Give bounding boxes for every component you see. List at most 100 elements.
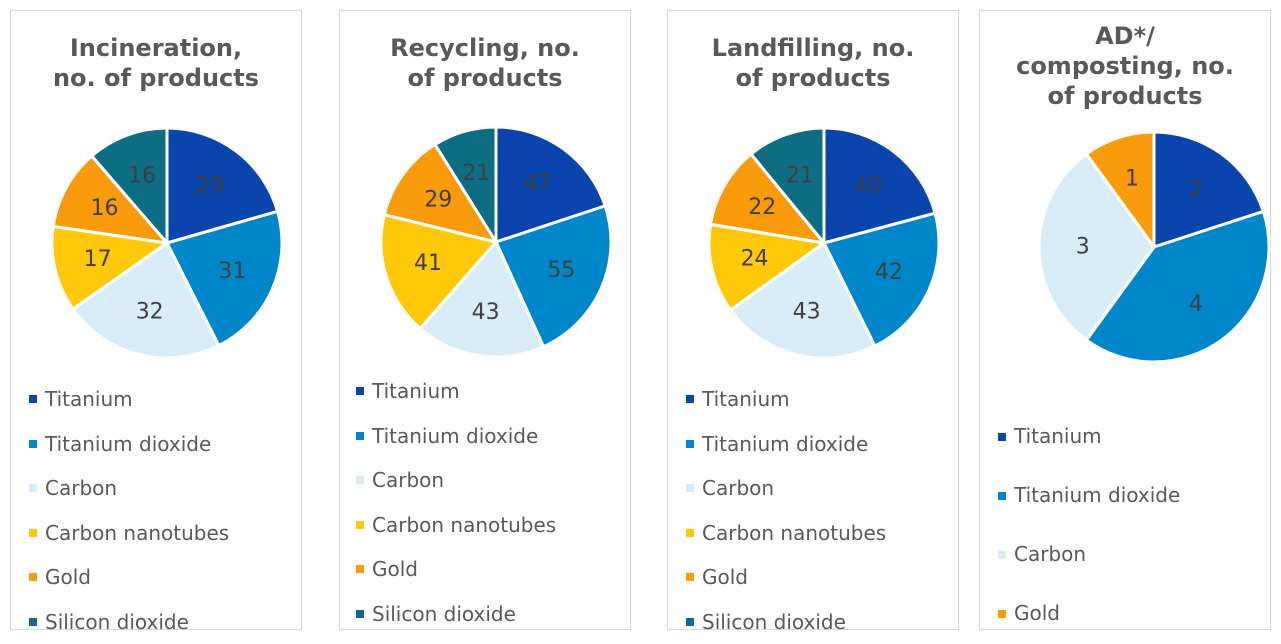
legend-item-titanium-dioxide: Titanium dioxide [686,422,886,467]
legend-label: Silicon dioxide [45,610,189,634]
legend-swatch [356,387,364,395]
legend-label: Carbon nanotubes [45,521,229,545]
legend-label: Titanium [45,387,133,411]
chart-title-line: composting, no. [980,51,1270,81]
legend-label: Titanium dioxide [45,432,211,456]
legend-swatch [998,492,1006,500]
legend-swatch [356,476,364,484]
legend-label: Titanium [372,379,460,403]
legend-item-carbon: Carbon [686,466,886,511]
chart-title-line: of products [340,63,630,93]
chart-title-line: no. of products [11,63,301,93]
legend-swatch [29,573,37,581]
legend-swatch [29,484,37,492]
legend-item-titanium-dioxide: Titanium dioxide [29,422,229,467]
legend-item-gold: Gold [356,547,556,592]
data-label: 22 [748,195,776,220]
legend-swatch [686,395,694,403]
data-label: 21 [462,161,490,186]
legend-label: Gold [1014,601,1060,625]
legend: Titanium Titanium dioxide Carbon Carbon nan… [340,369,556,636]
legend-label: Carbon [702,476,774,500]
chart-title-line: Landfilling, no. [668,33,958,63]
data-label: 55 [547,258,575,283]
legend-swatch [686,529,694,537]
legend-swatch [686,618,694,626]
pie-chart: 2 4 3 1 [1037,130,1271,364]
legend-item-titanium: Titanium [686,377,886,422]
legend-item-titanium-dioxide: Titanium dioxide [998,466,1180,525]
legend-item-silicon-dioxide: Silicon dioxide [29,600,229,644]
legend-label: Silicon dioxide [372,602,516,626]
data-label: 4 [1189,292,1203,317]
chart-title-line: Incineration, [11,33,301,63]
data-label: 43 [793,300,821,325]
data-label: 2 [1189,177,1203,202]
legend-item-carbon: Carbon [29,466,229,511]
legend-swatch [29,529,37,537]
legend-swatch [356,565,364,573]
legend-label: Titanium dioxide [1014,483,1180,507]
chart-title-line: of products [668,63,958,93]
data-label: 41 [414,251,442,276]
legend-label: Gold [45,565,91,589]
data-label: 29 [424,188,452,213]
legend-swatch [29,618,37,626]
chart-title: Incineration, no. of products [11,33,301,93]
legend-item-titanium-dioxide: Titanium dioxide [356,414,556,459]
data-label: 16 [128,164,156,189]
legend: Titanium Titanium dioxide Carbon Carbon nan… [668,377,886,644]
legend-item-titanium: Titanium [998,407,1180,466]
legend-item-carbon-nanotubes: Carbon nanotubes [356,503,556,548]
data-label: 1 [1125,167,1139,192]
data-label: 17 [84,247,112,272]
legend-item-silicon-dioxide: Silicon dioxide [686,600,886,644]
legend-label: Titanium [702,387,790,411]
legend-item-gold: Gold [29,555,229,600]
legend-item-gold: Gold [998,584,1180,643]
legend-label: Carbon [1014,542,1086,566]
legend-item-carbon: Carbon [356,458,556,503]
legend-label: Titanium dioxide [702,432,868,456]
legend-item-titanium: Titanium [29,377,229,422]
legend-swatch [686,484,694,492]
legend-label: Gold [372,557,418,581]
data-label: 21 [786,163,814,188]
legend-label: Carbon [45,476,117,500]
legend: Titanium Titanium dioxide Carbon Carbon nan… [11,377,229,644]
legend-label: Carbon nanotubes [702,521,886,545]
chart-title: Recycling, no. of products [340,33,630,93]
legend-swatch [686,440,694,448]
data-label: 24 [741,247,769,272]
legend-swatch [356,610,364,618]
legend-label: Gold [702,565,748,589]
chart-title-line: Recycling, no. [340,33,630,63]
data-label: 32 [136,300,164,325]
legend-label: Carbon [372,468,444,492]
legend-swatch [356,521,364,529]
legend-swatch [29,440,37,448]
data-label: 16 [90,196,118,221]
legend-swatch [29,395,37,403]
legend-item-silicon-dioxide: Silicon dioxide [356,592,556,637]
legend-item-carbon-nanotubes: Carbon nanotubes [686,511,886,556]
legend-label: Titanium dioxide [372,424,538,448]
data-label: 31 [218,259,246,284]
legend-label: Silicon dioxide [702,610,846,634]
data-label: 42 [875,260,903,285]
legend-swatch [998,610,1006,618]
data-label: 29 [196,174,224,199]
legend-swatch [998,433,1006,441]
legend-item-gold: Gold [686,555,886,600]
legend-swatch [356,432,364,440]
legend-swatch [998,551,1006,559]
legend-item-titanium: Titanium [356,369,556,414]
chart-title-line: of products [980,81,1270,111]
chart-panel-incineration: Incineration, no. of products 29 31 32 17 16… [10,10,302,630]
data-label: 3 [1076,235,1090,260]
